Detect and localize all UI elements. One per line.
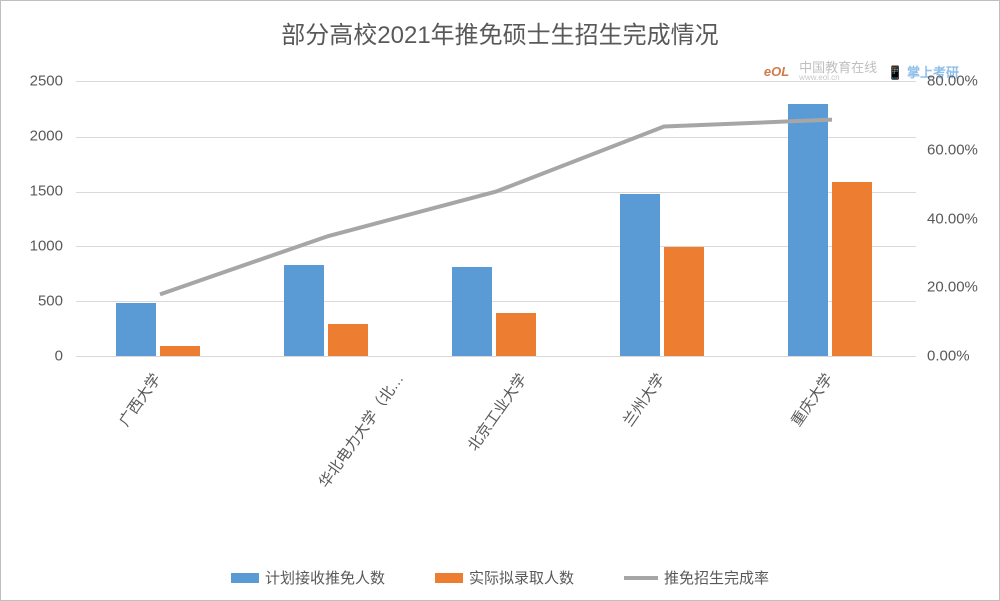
y-right-tick-3: 60.00% <box>927 141 1000 158</box>
legend: 计划接收推免人数 实际拟录取人数 推免招生完成率 <box>1 567 999 588</box>
rate-line <box>160 120 832 295</box>
legend-swatch-plan <box>231 573 259 583</box>
legend-label-actual: 实际拟录取人数 <box>469 567 574 588</box>
plot-area <box>76 81 916 356</box>
x-label-4: 重庆大学 <box>786 369 838 430</box>
y-left-tick-0: 0 <box>3 348 63 365</box>
y-right-tick-4: 80.00% <box>927 73 1000 90</box>
watermark-text-wrap: 中国教育在线 www.eol.cn <box>799 61 877 82</box>
legend-label-plan: 计划接收推免人数 <box>265 567 385 588</box>
y-axis-left: 0 500 1000 1500 2000 2500 <box>1 81 71 356</box>
x-label-0: 广西大学 <box>114 369 166 430</box>
legend-swatch-actual <box>435 573 463 583</box>
legend-line-rate <box>624 576 658 580</box>
y-left-tick-3: 1500 <box>3 183 63 200</box>
legend-item-actual: 实际拟录取人数 <box>435 567 574 588</box>
legend-item-plan: 计划接收推免人数 <box>231 567 385 588</box>
x-label-1: 华北电力大学（北… <box>314 369 409 492</box>
x-label-2: 北京工业大学 <box>462 369 531 455</box>
y-right-tick-0: 0.00% <box>927 348 1000 365</box>
chart-container: 部分高校2021年推免硕士生招生完成情况 eOL 中国教育在线 www.eol.… <box>0 0 1000 601</box>
legend-item-rate: 推免招生完成率 <box>624 567 769 588</box>
y-axis-right: 0.00% 20.00% 40.00% 60.00% 80.00% <box>919 81 999 356</box>
y-left-tick-5: 2500 <box>3 73 63 90</box>
watermark-eol-logo: eOL <box>764 64 789 79</box>
x-axis-labels: 广西大学 华北电力大学（北… 北京工业大学 兰州大学 重庆大学 <box>76 361 916 531</box>
gridline-baseline <box>76 356 916 357</box>
x-label-3: 兰州大学 <box>618 369 670 430</box>
line-series-svg <box>76 82 916 356</box>
y-left-tick-4: 2000 <box>3 128 63 145</box>
chart-title: 部分高校2021年推免硕士生招生完成情况 <box>1 1 999 50</box>
y-right-tick-1: 20.00% <box>927 279 1000 296</box>
y-right-tick-2: 40.00% <box>927 210 1000 227</box>
y-left-tick-2: 1000 <box>3 238 63 255</box>
legend-label-rate: 推免招生完成率 <box>664 567 769 588</box>
y-left-tick-1: 500 <box>3 293 63 310</box>
